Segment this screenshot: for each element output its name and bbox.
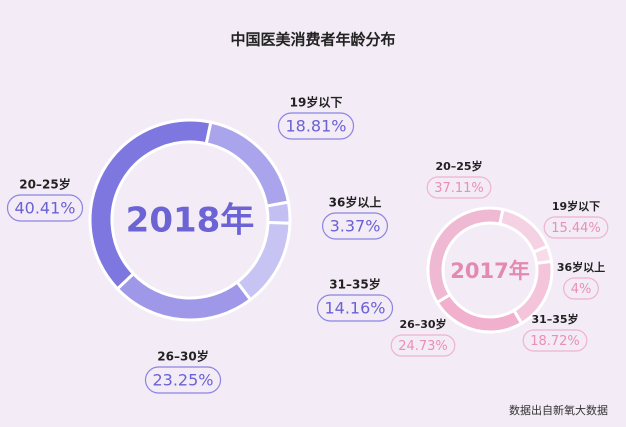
category-label: 26–30岁 — [399, 317, 446, 331]
value-label: 40.41% — [14, 199, 75, 218]
value-label-box — [390, 334, 456, 357]
category-label: 20–25岁 — [435, 159, 482, 173]
value-label: 18.81% — [285, 117, 346, 136]
center-label: 2018年 — [126, 201, 255, 241]
value-label-box — [321, 212, 389, 240]
value-label: 37.11% — [434, 181, 484, 196]
category-label: 36岁以上 — [557, 260, 605, 274]
source-note: 数据出自新氧大数据 — [509, 403, 608, 417]
chart-title: 中国医美消费者年龄分布 — [230, 31, 395, 49]
value-label-box — [522, 329, 588, 352]
center-label: 2017年 — [450, 259, 529, 283]
value-label: 4% — [571, 282, 592, 297]
category-label: 20–25岁 — [19, 177, 70, 192]
category-label: 36岁以上 — [329, 195, 382, 210]
donut-segment — [265, 200, 292, 225]
value-label-box — [144, 366, 222, 394]
donut-segment — [88, 118, 213, 291]
value-label: 24.73% — [398, 339, 448, 354]
category-label: 19岁以下 — [290, 95, 343, 110]
category-label: 26–30岁 — [157, 349, 208, 364]
category-label: 31–35岁 — [531, 312, 578, 326]
value-label-box — [6, 194, 84, 222]
value-label-box — [316, 294, 394, 322]
value-label: 15.44% — [551, 221, 601, 236]
value-label: 3.37% — [330, 217, 381, 236]
donut-segment — [426, 206, 505, 305]
value-label-box — [277, 112, 355, 140]
value-label: 23.25% — [152, 371, 213, 390]
value-label: 18.72% — [530, 334, 580, 349]
category-label: 19岁以下 — [552, 199, 600, 213]
value-label-box — [543, 216, 609, 239]
value-label-box — [426, 176, 492, 199]
category-label: 31–35岁 — [329, 277, 380, 292]
value-label: 14.16% — [324, 299, 385, 318]
value-label-box — [563, 277, 599, 300]
